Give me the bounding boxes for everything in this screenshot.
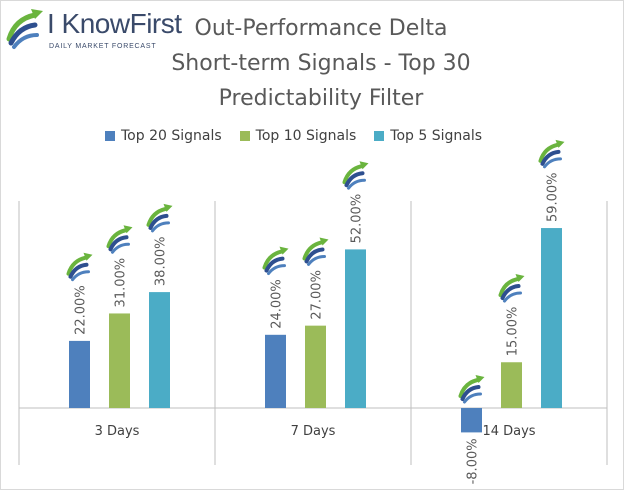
- logo-marker-icon: [458, 375, 485, 404]
- brand-tagline: DAILY MARKET FORECAST: [49, 43, 157, 50]
- logo-marker-icon: [262, 246, 289, 276]
- logo-marker-icon: [106, 225, 133, 254]
- bar-top5-7-days: [345, 249, 366, 408]
- legend-label-top20: Top 20 Signals: [121, 128, 222, 144]
- logo-marker-icon: [342, 161, 369, 190]
- chart-legend: Top 20 Signals Top 10 Signals Top 5 Sign…: [105, 127, 482, 145]
- data-label-top5-14-days: 59.00%: [546, 172, 561, 222]
- data-label-top20-3-days: 22.00%: [74, 285, 89, 335]
- brand-name: I KnowFirst: [47, 8, 182, 39]
- chart-title-line-3: Predictability Filter: [218, 86, 424, 111]
- logo-marker-icon: [498, 274, 525, 303]
- bar-top20-3-days: [69, 340, 90, 408]
- data-label-top20-14-days: -8.00%: [466, 438, 481, 484]
- legend-item-top5: Top 5 Signals: [374, 128, 482, 144]
- bar-top5-3-days: [149, 292, 170, 408]
- chart-title-line-2: Short-term Signals - Top 30: [171, 51, 471, 76]
- legend-item-top20: Top 20 Signals: [105, 128, 222, 144]
- data-label-top5-7-days: 52.00%: [350, 194, 365, 244]
- legend-swatch-top10: [239, 131, 250, 141]
- category-label-7-days: 7 Days: [291, 424, 336, 439]
- chart-title: Out-Performance Delta Short-term Signals…: [111, 11, 531, 116]
- bar-top20-14-days: [461, 408, 482, 433]
- legend-swatch-top5: [374, 131, 385, 141]
- bar-top10-14-days: [501, 362, 522, 408]
- data-label-top10-3-days: 31.00%: [114, 258, 129, 308]
- legend-swatch-top20: [105, 131, 115, 141]
- chart-title-line-1: Out-Performance Delta: [194, 16, 448, 41]
- legend-label-top5: Top 5 Signals: [390, 128, 483, 144]
- logo-swirl-icon: [6, 9, 43, 49]
- data-label-top10-14-days: 15.00%: [506, 307, 521, 357]
- legend-label-top10: Top 10 Signals: [255, 128, 357, 144]
- category-label-3-days: 3 Days: [95, 424, 140, 439]
- logo-marker-icon: [66, 252, 93, 282]
- data-label-top10-7-days: 27.00%: [310, 270, 325, 320]
- data-label-top20-7-days: 24.00%: [270, 279, 285, 329]
- bar-top10-3-days: [109, 313, 130, 408]
- category-label-14-days: 14 Days: [482, 424, 535, 439]
- legend-item-top10: Top 10 Signals: [239, 128, 357, 144]
- bar-top5-14-days: [541, 228, 562, 408]
- data-label-top5-3-days: 38.00%: [154, 237, 169, 287]
- logo-marker-icon: [146, 203, 173, 233]
- logo-marker-icon: [538, 139, 565, 169]
- brand-logo: I KnowFirst DAILY MARKET FORECAST: [5, 5, 182, 53]
- bar-top10-7-days: [305, 325, 326, 408]
- logo-marker-icon: [302, 237, 329, 266]
- bar-top20-7-days: [265, 334, 286, 408]
